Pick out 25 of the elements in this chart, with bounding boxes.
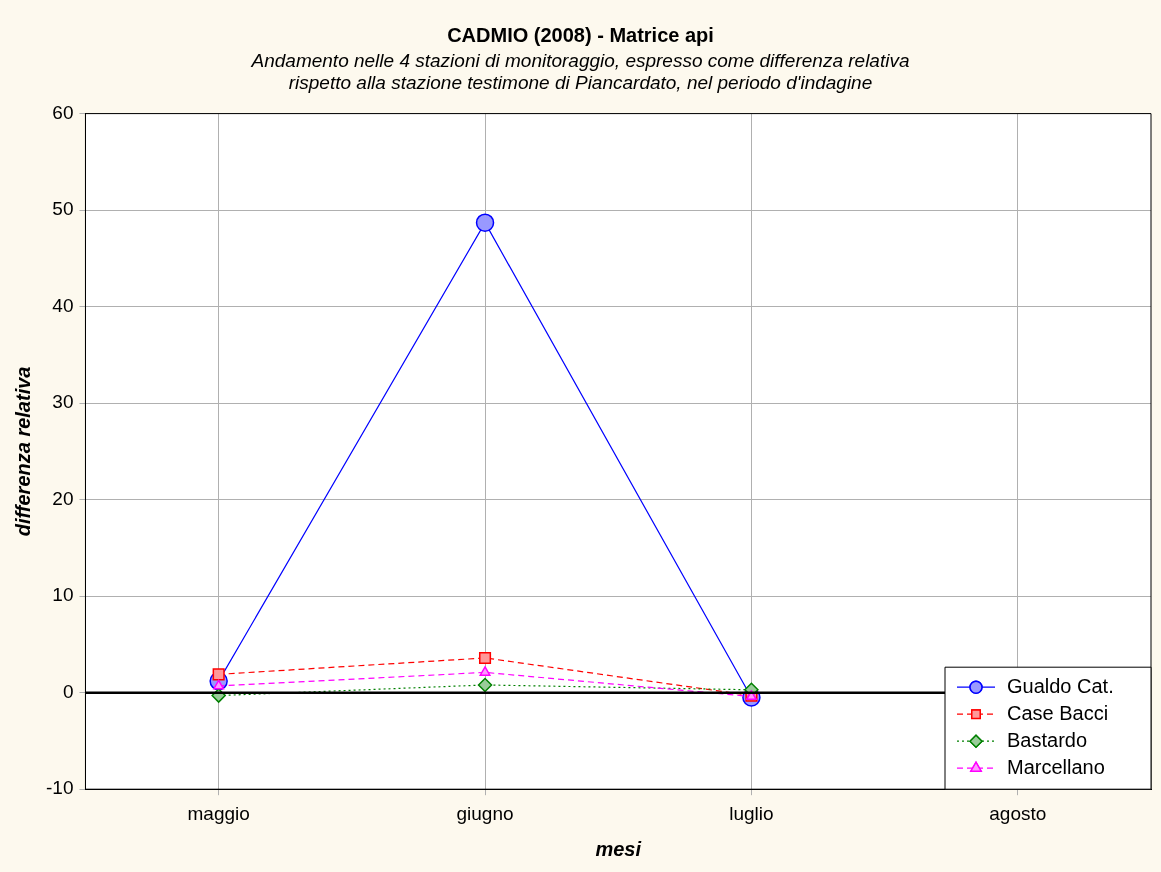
x-axis-title: mesi [595, 837, 642, 860]
point [478, 651, 492, 664]
y-tick-label: 40 [52, 294, 74, 316]
legend-label: Case Bacci [1007, 701, 1109, 724]
x-tick-label: luglio [729, 802, 774, 824]
y-tick-label: 20 [52, 487, 74, 509]
x-tick-label: giugno [456, 802, 514, 824]
point [477, 677, 493, 693]
y-tick-label: -10 [45, 777, 74, 799]
point [479, 666, 491, 676]
y-tick-label: 0 [62, 680, 74, 702]
y-tick-label: 60 [52, 101, 74, 123]
chart-subtitle: Andamento nelle 4 stazioni di monitoraggio, espresso come differenza relativa rispetto alla stazione testimone di Piancardato, nel periodo d'indagine [250, 49, 910, 94]
y-tick-label: 30 [52, 391, 74, 413]
y-tick-label: 10 [52, 584, 74, 606]
y-axis-title: differenza relativa [11, 366, 34, 537]
point [212, 668, 225, 681]
x-tick-label: maggio [187, 802, 250, 824]
point [475, 213, 495, 232]
chart-title: CADMIO (2008) - Matrice api [447, 23, 714, 46]
legend-label: Bastardo [1007, 728, 1088, 751]
y-tick-label: 50 [52, 198, 74, 220]
x-tick-label: agosto [989, 802, 1047, 824]
legend-label: Marcellano [1007, 755, 1105, 778]
legend-label: Gualdo Cat. [1007, 674, 1114, 697]
